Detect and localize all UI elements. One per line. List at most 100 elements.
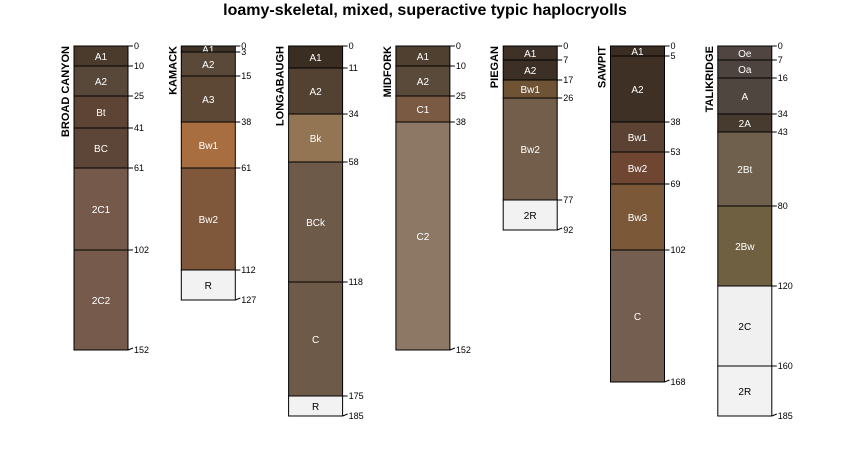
depth-label: 61	[241, 163, 251, 173]
depth-label: 185	[349, 411, 364, 421]
horizon-rect	[288, 113, 344, 163]
horizon-label: C	[312, 335, 319, 346]
horizon-c2: C2 38 152	[395, 117, 471, 355]
depth-label: 38	[671, 117, 681, 127]
horizon-label: Bt	[96, 108, 106, 119]
horizon-bw2: Bw2 26	[502, 93, 573, 201]
depth-label: 0	[456, 41, 461, 51]
horizon-label: A1	[309, 53, 322, 64]
depth-tick	[557, 227, 563, 231]
horizon-bck: BCk 58	[288, 157, 359, 283]
depth-label: 0	[671, 41, 676, 51]
horizon-2a: 2A 34	[717, 109, 788, 133]
profile-name: LONGABAUGH	[275, 46, 287, 126]
horizon-bw2: Bw2 53	[610, 147, 681, 185]
profile-name: PIEGAN	[489, 46, 501, 88]
depth-label: 7	[563, 55, 568, 65]
horizon-rect	[395, 65, 451, 97]
horizon-a1: A1 0	[288, 41, 354, 69]
horizon-a2: A2 10	[395, 61, 466, 97]
horizon-rect	[610, 249, 665, 383]
depth-tick	[235, 297, 241, 301]
horizon-label: A2	[202, 60, 215, 71]
horizon-a1: A1 0	[395, 41, 461, 67]
depth-label: 0	[349, 41, 354, 51]
horizon-label: A2	[417, 77, 430, 88]
horizon-label: A	[741, 92, 748, 103]
horizon-rect	[502, 199, 558, 231]
chart-title: loamy-skeletal, mixed, superactive typic…	[223, 2, 627, 19]
depth-label: 168	[671, 377, 686, 387]
horizon-a2: A2 11	[288, 63, 358, 115]
horizon-bk: Bk 34	[288, 109, 359, 163]
depth-label: 127	[241, 295, 256, 305]
horizon-label: C2	[417, 232, 430, 243]
depth-label: 41	[134, 123, 144, 133]
depth-label: 15	[241, 71, 251, 81]
horizon-bw1: Bw1 38	[180, 117, 251, 169]
depth-label: 43	[778, 127, 788, 137]
horizon-label: R	[205, 281, 212, 292]
horizon-2r: 2R 160 185	[717, 361, 793, 421]
horizon-label: BCk	[306, 218, 326, 229]
depth-label: 102	[134, 245, 149, 255]
depth-label: 185	[778, 411, 793, 421]
horizon-oe: Oe 0	[717, 41, 783, 61]
horizon-rect	[717, 285, 773, 367]
depth-label: 11	[349, 63, 358, 73]
horizon-rect	[610, 151, 665, 185]
horizon-c1: C1 25	[395, 91, 466, 123]
horizon-2bw: 2Bw 80	[717, 201, 788, 287]
horizon-2c: 2C 120	[717, 281, 793, 367]
horizon-label: A2	[631, 85, 644, 96]
horizon-rect	[395, 121, 451, 351]
depth-tick	[342, 413, 348, 417]
horizon-r: R 112 127	[180, 265, 256, 305]
depth-label: 38	[456, 117, 466, 127]
depth-label: 34	[778, 109, 788, 119]
horizon-bw2: Bw2 61	[180, 163, 251, 271]
horizon-label: R	[312, 402, 319, 413]
horizon-label: A1	[631, 47, 644, 58]
soil-profile-sawpit: SAWPIT A1 0 A2 5 Bw1 38 Bw2 53 Bw3 69 C 102 168	[597, 41, 686, 387]
depth-tick	[771, 413, 777, 417]
horizon-2c2: 2C2 102 152	[73, 245, 149, 355]
depth-label: 175	[349, 391, 364, 401]
depth-label: 25	[134, 91, 144, 101]
depth-label: 102	[671, 245, 686, 255]
horizon-label: 2C	[738, 322, 751, 333]
depth-label: 7	[778, 55, 783, 65]
horizon-label: 2C1	[92, 205, 111, 216]
horizon-label: Bw2	[199, 215, 219, 226]
profile-name: TALIKRIDGE	[704, 46, 716, 112]
horizon-a2: A2 10	[73, 61, 144, 97]
horizon-rect	[395, 95, 451, 123]
horizon-rect	[288, 395, 344, 417]
depth-label: 118	[349, 277, 363, 287]
horizon-label: 2Bw	[735, 242, 755, 253]
horizon-rect	[288, 161, 344, 283]
depth-label: 160	[778, 361, 793, 371]
horizon-rect	[73, 249, 129, 351]
horizon-c: C 118	[288, 277, 363, 397]
horizon-label: A1	[417, 52, 430, 63]
depth-label: 0	[241, 41, 246, 51]
horizon-label: A1	[95, 52, 108, 63]
profile-name: MIDFORK	[382, 46, 394, 97]
soil-profile-kamack: KAMACK A1 0 A2 3 A3 15 Bw1 38 Bw2 61 R 112 127	[167, 41, 256, 305]
horizon-2bt: 2Bt 43	[717, 127, 788, 207]
horizon-label: A2	[309, 87, 322, 98]
horizon-label: C1	[417, 105, 430, 116]
depth-label: 17	[563, 75, 573, 85]
depth-label: 3	[241, 47, 246, 57]
soil-profile-talikridge: TALIKRIDGE Oe 0 Oa 7 A 16 2A 34 2Bt 43 2Bw 80 2C 120 2R…	[704, 41, 793, 421]
horizon-label: Bw3	[628, 213, 648, 224]
depth-label: 16	[778, 73, 788, 83]
depth-label: 152	[456, 345, 471, 355]
soil-profile-longabaugh: LONGABAUGH A1 0 A2 11 Bk 34 BCk 58 C 118 R 175 185	[275, 41, 364, 421]
horizon-oa: Oa 7	[717, 55, 783, 79]
horizon-label: A1	[202, 45, 215, 56]
depth-label: 92	[563, 225, 573, 235]
depth-label: 120	[778, 281, 793, 291]
